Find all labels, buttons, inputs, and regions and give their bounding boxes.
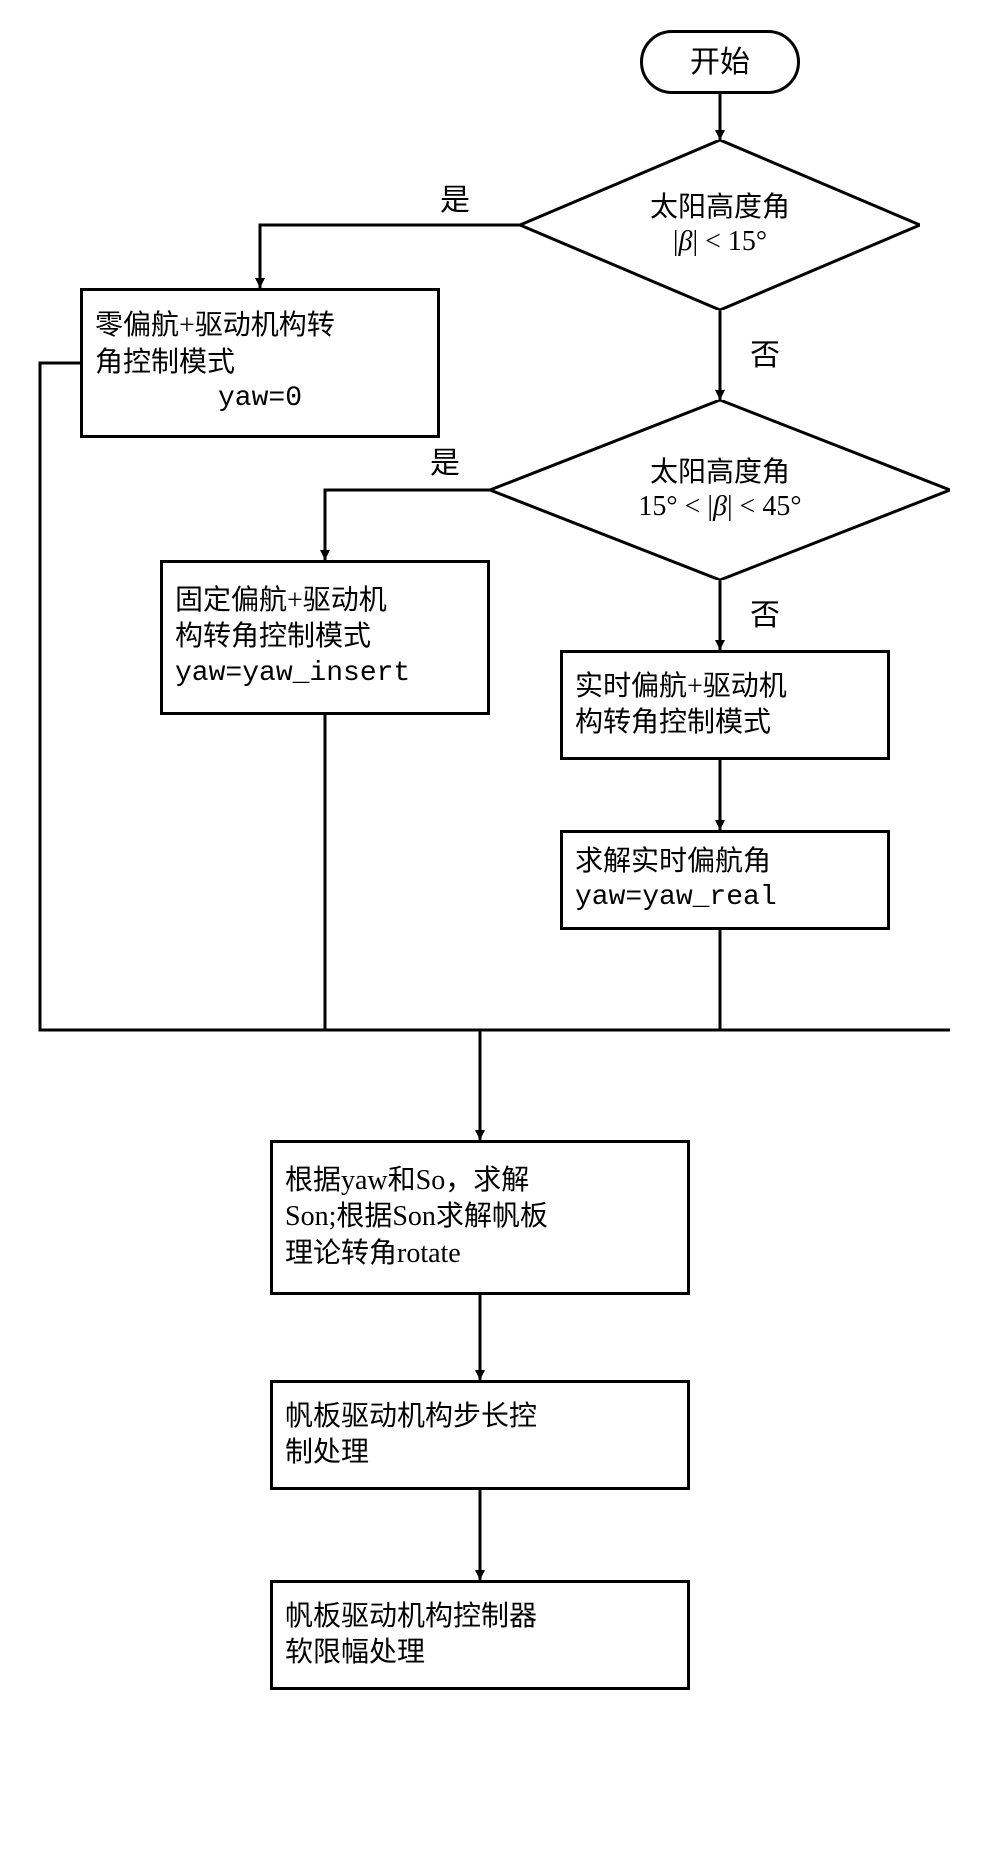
p-solve-l2: yaw=yaw_real	[575, 880, 777, 916]
p-step-l2: 制处理	[285, 1435, 369, 1471]
p-fixed-l2: 构转角控制模式	[175, 619, 371, 655]
process-solve-son: 根据yaw和So，求解 Son;根据Son求解帆板 理论转角rotate	[270, 1140, 690, 1295]
p-son-l1: 根据yaw和So，求解	[285, 1163, 529, 1199]
p-limit-l1: 帆板驱动机构控制器	[285, 1599, 537, 1635]
start-label: 开始	[690, 43, 750, 82]
decision-beta-15: 太阳高度角 |β| < 15°	[520, 140, 920, 310]
process-solve-yaw: 求解实时偏航角 yaw=yaw_real	[560, 830, 890, 930]
p-limit-l2: 软限幅处理	[285, 1635, 425, 1671]
process-soft-limit: 帆板驱动机构控制器 软限幅处理	[270, 1580, 690, 1690]
start-node: 开始	[640, 30, 800, 94]
dec1-line2: |β| < 15°	[673, 225, 767, 259]
dec2-line2: 15° < |β| < 45°	[638, 490, 801, 524]
p-fixed-l3: yaw=yaw_insert	[175, 656, 410, 692]
dec1-line1: 太阳高度角	[650, 191, 790, 225]
flowchart-canvas: 开始 太阳高度角 |β| < 15° 太阳高度角 15° < |β| < 45°…	[30, 30, 977, 1842]
process-step-control: 帆板驱动机构步长控 制处理	[270, 1380, 690, 1490]
p-zero-l1: 零偏航+驱动机构转	[95, 308, 335, 344]
process-realtime-yaw: 实时偏航+驱动机 构转角控制模式	[560, 650, 890, 760]
label-no-2: 否	[750, 590, 780, 634]
p-solve-l1: 求解实时偏航角	[575, 844, 771, 880]
p-zero-l2: 角控制模式	[95, 345, 235, 381]
process-zero-yaw: 零偏航+驱动机构转 角控制模式 yaw=0	[80, 288, 440, 438]
label-yes-1: 是	[440, 175, 470, 219]
decision-beta-45: 太阳高度角 15° < |β| < 45°	[490, 400, 950, 580]
process-fixed-yaw: 固定偏航+驱动机 构转角控制模式 yaw=yaw_insert	[160, 560, 490, 715]
p-zero-l3: yaw=0	[218, 381, 302, 417]
p-son-l3: 理论转角rotate	[285, 1236, 461, 1272]
label-no-1: 否	[750, 330, 780, 374]
p-real-l1: 实时偏航+驱动机	[575, 669, 787, 705]
dec2-line1: 太阳高度角	[650, 456, 790, 490]
p-step-l1: 帆板驱动机构步长控	[285, 1399, 537, 1435]
p-fixed-l1: 固定偏航+驱动机	[175, 583, 387, 619]
p-real-l2: 构转角控制模式	[575, 705, 771, 741]
p-son-l2: Son;根据Son求解帆板	[285, 1199, 548, 1235]
label-yes-2: 是	[430, 438, 460, 482]
